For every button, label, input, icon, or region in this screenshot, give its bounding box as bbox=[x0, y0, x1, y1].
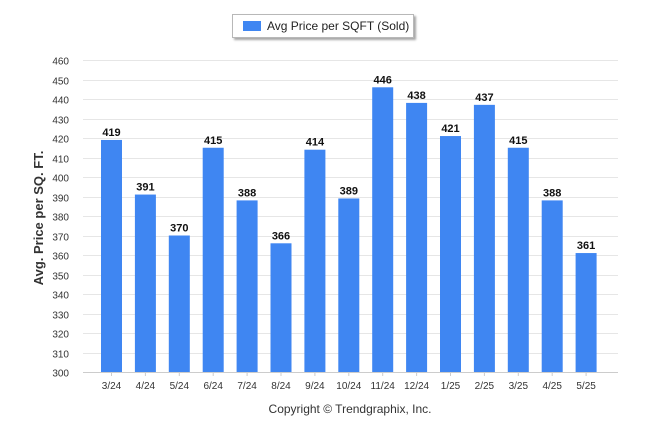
y-tick-label: 420 bbox=[52, 135, 69, 146]
y-tick-label: 300 bbox=[52, 369, 69, 380]
bar bbox=[134, 194, 156, 372]
bar-value-label: 415 bbox=[204, 135, 222, 147]
y-tick-label: 400 bbox=[52, 174, 69, 185]
bar-value-label: 370 bbox=[170, 223, 188, 235]
bar-value-label: 366 bbox=[272, 230, 290, 242]
y-tick-label: 460 bbox=[52, 57, 69, 68]
legend-label: Avg Price per SQFT (Sold) bbox=[267, 19, 410, 33]
bar-value-label: 415 bbox=[509, 135, 527, 147]
bar-value-label: 421 bbox=[441, 123, 459, 135]
x-tick-label: 7/24 bbox=[237, 381, 257, 392]
bar-value-label: 446 bbox=[374, 74, 392, 86]
bar bbox=[541, 200, 563, 372]
y-axis-label: Avg. Price per SQ. FT. bbox=[31, 151, 46, 286]
y-tick-label: 350 bbox=[52, 272, 69, 283]
bar bbox=[372, 87, 394, 373]
x-tick-label: 5/25 bbox=[576, 381, 596, 392]
bar-value-label: 419 bbox=[102, 127, 120, 139]
bar bbox=[473, 104, 495, 372]
y-tick-label: 360 bbox=[52, 252, 69, 263]
x-tick-label: 6/24 bbox=[203, 381, 223, 392]
y-tick-label: 370 bbox=[52, 233, 69, 244]
y-tick-label: 440 bbox=[52, 96, 69, 107]
bar-value-label: 437 bbox=[475, 92, 493, 104]
y-tick-label: 430 bbox=[52, 116, 69, 127]
bar bbox=[304, 149, 326, 372]
bar-value-label: 388 bbox=[543, 187, 561, 199]
x-tick-label: 1/25 bbox=[441, 381, 461, 392]
x-tick-label: 2/25 bbox=[475, 381, 495, 392]
y-tick-label: 390 bbox=[52, 194, 69, 205]
y-tick-label: 380 bbox=[52, 213, 69, 224]
bar bbox=[236, 200, 258, 372]
x-tick-label: 10/24 bbox=[336, 381, 361, 392]
bar-value-label: 391 bbox=[136, 182, 154, 194]
x-tick-label: 8/24 bbox=[271, 381, 291, 392]
bar bbox=[440, 136, 461, 372]
copyright-text: Copyright © Trendgraphix, Inc. bbox=[268, 402, 432, 416]
x-tick-label: 12/24 bbox=[404, 381, 429, 392]
bar bbox=[507, 147, 529, 372]
x-tick-label: 4/25 bbox=[542, 381, 562, 392]
y-tick-label: 450 bbox=[52, 77, 69, 88]
y-tick-label: 330 bbox=[52, 311, 69, 322]
bar bbox=[202, 147, 224, 372]
bar-value-label: 388 bbox=[238, 187, 256, 199]
bar-value-label: 438 bbox=[407, 90, 425, 102]
y-tick-label: 410 bbox=[52, 155, 69, 166]
x-tick-label: 4/24 bbox=[136, 381, 156, 392]
x-tick-label: 9/24 bbox=[305, 381, 325, 392]
x-tick-label: 5/24 bbox=[170, 381, 190, 392]
y-tick-label: 340 bbox=[52, 291, 69, 302]
bar bbox=[406, 102, 428, 373]
bar bbox=[338, 198, 360, 372]
chart-legend: Avg Price per SQFT (Sold) bbox=[232, 14, 414, 38]
y-tick-label: 320 bbox=[52, 330, 69, 341]
x-tick-label: 11/24 bbox=[371, 381, 396, 392]
legend-swatch bbox=[243, 21, 261, 31]
x-tick-label: 3/24 bbox=[102, 381, 122, 392]
bar bbox=[575, 253, 597, 372]
x-tick-label: 3/25 bbox=[509, 381, 529, 392]
bar-value-label: 389 bbox=[340, 185, 358, 197]
bar bbox=[101, 139, 122, 372]
y-tick-label: 310 bbox=[52, 350, 69, 361]
bar-value-label: 361 bbox=[577, 240, 595, 252]
bar bbox=[168, 235, 190, 372]
bar bbox=[270, 243, 292, 372]
bar-value-label: 414 bbox=[306, 137, 325, 149]
